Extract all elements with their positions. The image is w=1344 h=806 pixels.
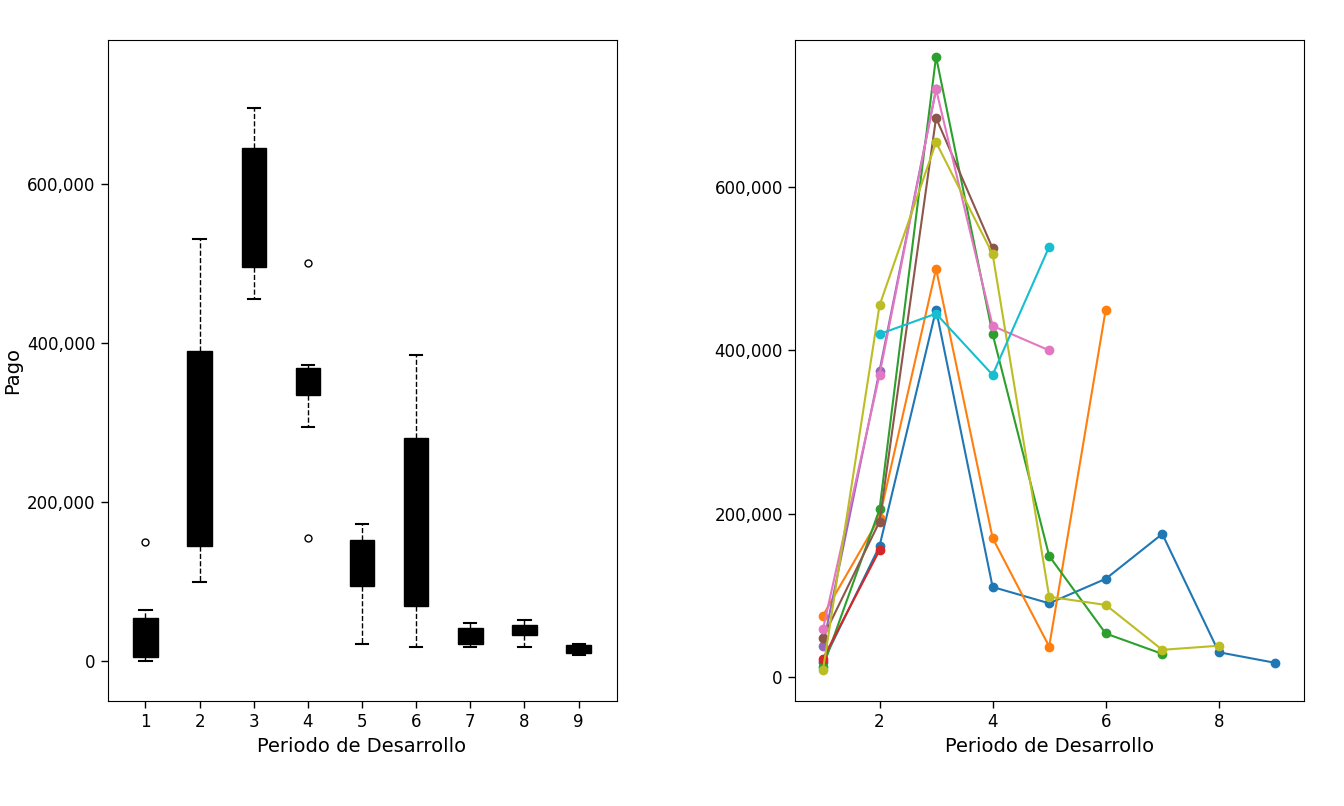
PathPatch shape — [512, 625, 536, 635]
PathPatch shape — [566, 646, 591, 654]
PathPatch shape — [242, 147, 266, 268]
PathPatch shape — [458, 628, 482, 644]
Y-axis label: Pago: Pago — [3, 347, 22, 394]
PathPatch shape — [405, 438, 429, 605]
X-axis label: Periodo de Desarrollo: Periodo de Desarrollo — [945, 737, 1153, 755]
PathPatch shape — [187, 351, 212, 546]
X-axis label: Periodo de Desarrollo: Periodo de Desarrollo — [258, 737, 466, 755]
PathPatch shape — [349, 540, 374, 586]
PathPatch shape — [296, 368, 320, 395]
PathPatch shape — [133, 617, 157, 658]
